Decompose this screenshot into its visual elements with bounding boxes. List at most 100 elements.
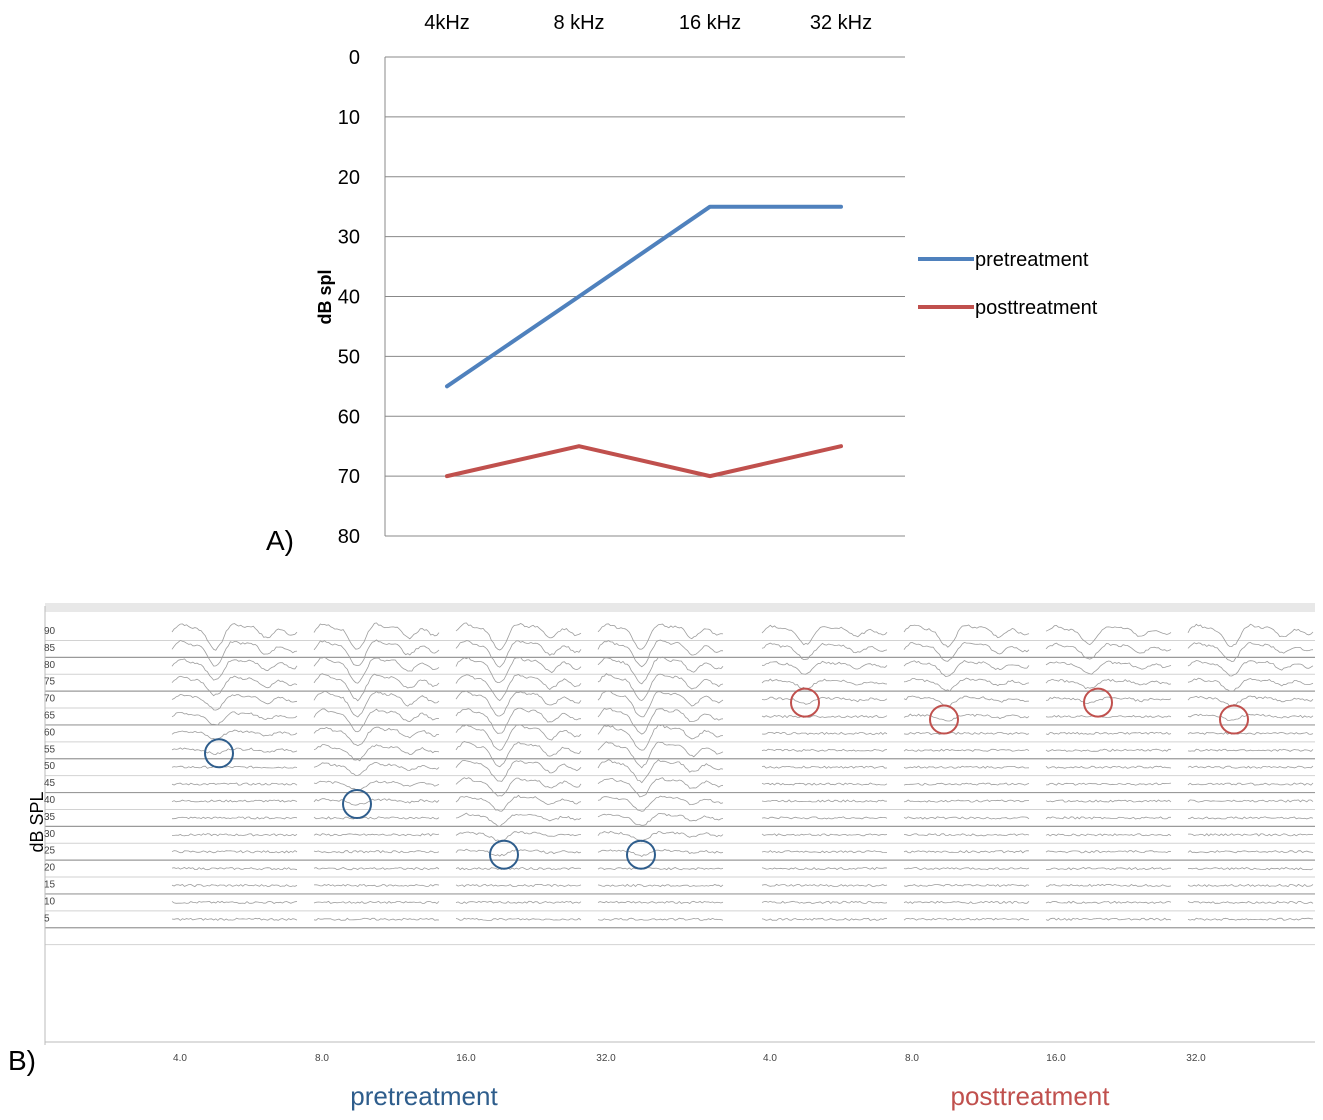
abr-waveform [171,765,298,769]
y-tick-label: 20 [338,167,360,189]
abr-waveform [1187,883,1314,888]
abr-waveform [172,833,298,837]
abr-waveform [761,850,888,854]
abr-waveform [597,639,724,668]
abr-waveform [1187,816,1314,820]
abr-waveform [903,867,1030,871]
abr-level-label: 30 [44,829,56,840]
abr-waveform [1045,782,1172,786]
y-tick-label: 70 [338,466,360,488]
abr-waveform [171,711,298,726]
abr-waveform [171,639,298,667]
abr-waveform [903,660,1030,678]
abr-level-label: 75 [44,677,56,688]
abr-waveform [171,883,298,888]
abr-frequency-label: 32.0 [1186,1053,1206,1064]
abr-waveform [1045,917,1172,921]
abr-waveform [171,799,298,803]
abr-waveform [903,833,1030,837]
y-axis-title: dB spl [315,269,335,324]
abr-frequency-label: 4.0 [763,1053,777,1064]
abr-waveform [1187,660,1314,677]
abr-level-label: 45 [44,778,56,789]
threshold-circle [204,738,234,769]
abr-waveform [313,708,440,733]
abr-waveform [1045,833,1172,837]
abr-waveform [597,831,724,843]
abr-waveform [171,747,298,756]
threshold-circle [1219,704,1249,735]
threshold-circle [790,687,820,718]
abr-level-label: 90 [44,626,56,637]
abr-waveform [597,759,724,784]
abr-waveform [1187,713,1314,721]
abr-waveform [313,656,440,684]
abr-waveform [455,794,582,812]
abr-waveform [1045,799,1172,803]
abr-waveform [761,696,888,705]
abr-waveform [761,782,888,786]
abr-waveform [1187,695,1314,707]
series-lines [445,204,843,479]
abr-waveform [761,799,888,803]
abr-waveform [171,867,298,871]
group-label-pretreatment: pretreatment [350,1081,498,1111]
abr-waveform [903,900,1030,905]
abr-waveforms [171,622,1314,921]
abr-level-label: 50 [44,761,56,772]
y-tick-label: 40 [338,287,360,309]
abr-waveform-panel: 90 85 80 75 70 65 60 55 50 45 40 35 30 25 20 15 10 5 dB S… [8,603,1315,1111]
abr-waveform [761,678,888,690]
abr-waveform [455,622,582,651]
abr-waveform [171,658,298,681]
abr-waveform [171,900,298,904]
abr-waveform [1045,642,1172,660]
legend-label: pretreatment [975,249,1089,271]
abr-waveform [903,748,1030,752]
abr-waveform [597,849,724,857]
abr-level-label: 35 [44,812,56,823]
abr-frequency-label: 32.0 [596,1053,616,1064]
abr-waveform [761,900,888,905]
abr-waveform [313,726,440,747]
abr-waveform [313,917,440,921]
abr-frequency-label: 8.0 [905,1053,919,1064]
abr-waveform [903,917,1030,921]
abr-waveform [313,798,440,806]
abr-waveform [761,867,888,871]
abr-waveform [455,724,582,751]
abr-level-label: 60 [44,727,56,738]
legend-label: posttreatment [975,297,1098,319]
abr-waveform [761,642,888,661]
series-line-posttreatment [445,444,843,479]
abr-waveform [455,812,582,828]
abr-waveform [1045,660,1172,675]
abr-waveform [1045,850,1172,854]
abr-waveform [313,622,440,650]
abr-waveform [761,748,888,752]
abr-waveform [597,795,724,812]
abr-waveform [761,714,888,719]
abr-level-label: 25 [44,846,56,857]
group-label-posttreatment: posttreatment [951,1081,1111,1111]
abr-level-label: 70 [44,694,56,705]
abr-waveform [313,883,440,887]
abr-waveform [903,624,1030,648]
abr-waveform [1045,900,1172,904]
abr-waveform [1045,696,1172,705]
abr-waveform [903,713,1030,722]
abr-waveform [455,759,582,782]
abr-waveform [313,639,440,667]
abr-level-label: 40 [44,795,56,806]
abr-waveform [597,900,724,904]
abr-waveform [455,640,582,668]
abr-level-label: 10 [44,896,56,907]
threshold-markers [204,687,1249,870]
abr-waveform [903,677,1030,692]
abr-waveform [171,782,298,786]
abr-waveform [1045,678,1172,690]
abr-waveform [171,675,298,697]
x-tick-label: 4kHz [424,12,470,34]
gridlines [385,56,905,537]
abr-level-label: 80 [44,660,56,671]
